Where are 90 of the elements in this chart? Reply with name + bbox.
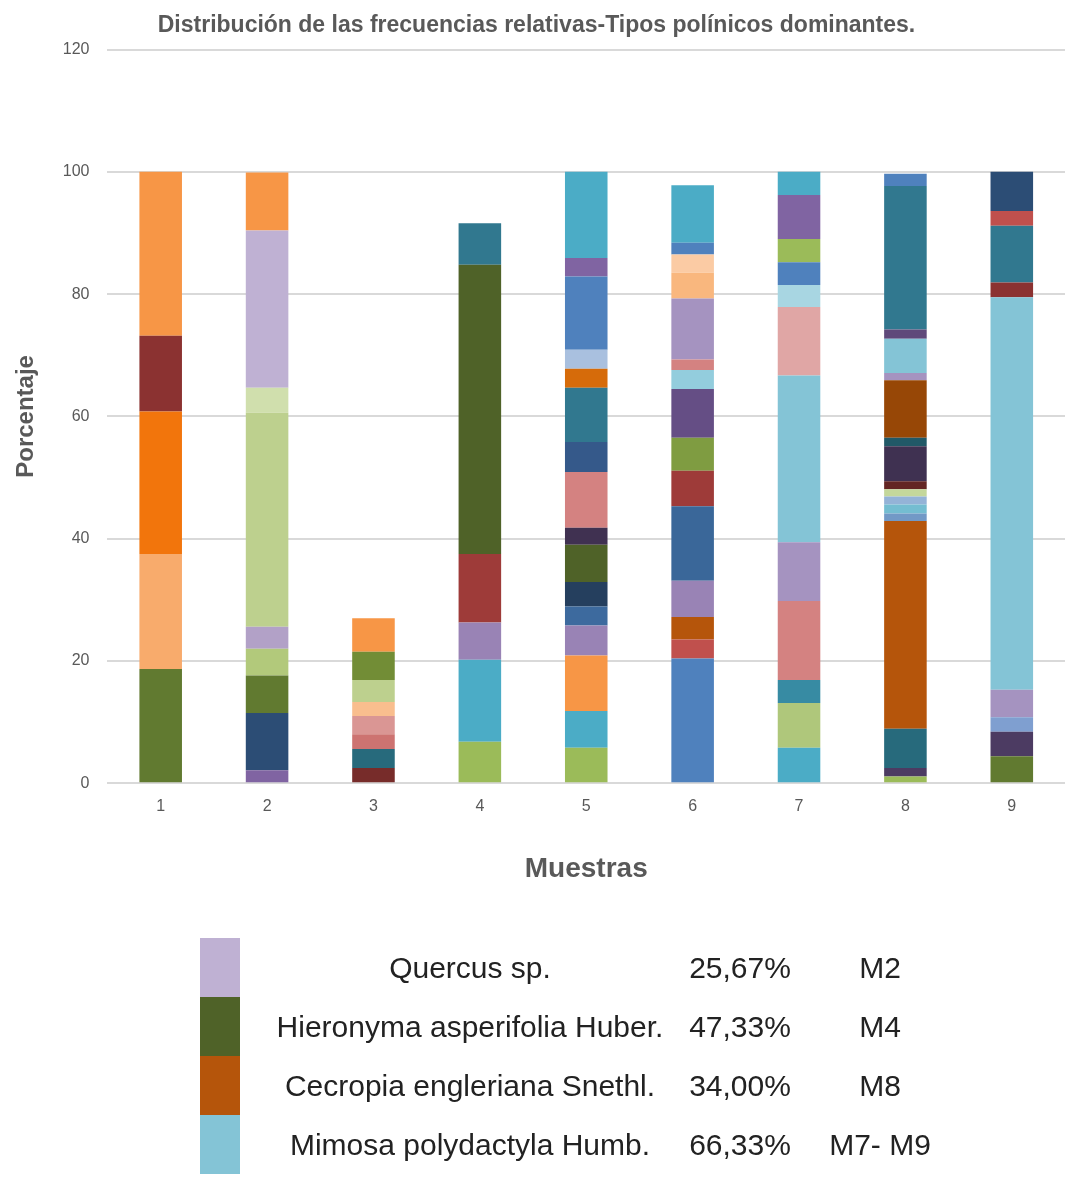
text: 47,33% bbox=[688, 1009, 792, 1044]
bar bbox=[352, 734, 395, 749]
bar bbox=[990, 731, 1034, 757]
bar bbox=[990, 297, 1034, 690]
bar bbox=[671, 580, 714, 617]
bar bbox=[777, 284, 821, 307]
y-tick-label: 60 bbox=[71, 406, 90, 424]
y-tick-label: 100 bbox=[62, 162, 90, 180]
text: 25,67% bbox=[688, 950, 792, 985]
bar bbox=[564, 625, 608, 656]
text: Mimosa polydactyla Humb. bbox=[288, 1127, 652, 1162]
bar bbox=[884, 481, 927, 490]
bar bbox=[884, 504, 927, 514]
text: M7- M9 bbox=[828, 1127, 932, 1162]
y-tick-label: 0 bbox=[80, 773, 90, 791]
text: M4 bbox=[858, 1009, 902, 1044]
y-tick-label: 20 bbox=[71, 651, 90, 669]
text: Quercus sp. bbox=[388, 950, 552, 985]
bar bbox=[139, 335, 182, 412]
x-tick-label: 3 bbox=[369, 797, 379, 815]
x-tick-label: 7 bbox=[794, 797, 804, 815]
bar bbox=[564, 527, 608, 545]
bar bbox=[245, 412, 289, 627]
x-tick-label: 5 bbox=[581, 797, 591, 815]
bar bbox=[352, 651, 395, 680]
bar bbox=[352, 701, 395, 716]
x-tick-label: 8 bbox=[900, 797, 910, 815]
bar bbox=[671, 470, 714, 507]
bar bbox=[777, 306, 821, 376]
text: M8 bbox=[858, 1068, 902, 1103]
bar bbox=[139, 411, 182, 554]
bar bbox=[564, 349, 608, 369]
bar bbox=[671, 506, 714, 581]
bar bbox=[884, 380, 927, 438]
bar bbox=[671, 242, 714, 255]
bar bbox=[671, 437, 714, 471]
bar bbox=[458, 741, 502, 783]
bar bbox=[352, 679, 395, 702]
bar bbox=[564, 442, 608, 473]
bar bbox=[671, 272, 714, 299]
bar bbox=[884, 728, 927, 768]
bar bbox=[245, 230, 289, 388]
text: Hieronyma asperifolia Huber. bbox=[275, 1009, 665, 1044]
x-tick-label: 9 bbox=[1007, 797, 1017, 815]
bar bbox=[777, 703, 821, 748]
y-tick-label: 40 bbox=[71, 529, 90, 547]
bar bbox=[671, 616, 714, 640]
bar bbox=[884, 767, 927, 777]
bar bbox=[884, 437, 927, 447]
bar bbox=[884, 173, 927, 186]
bar bbox=[564, 606, 608, 626]
bar bbox=[139, 553, 182, 669]
bar bbox=[564, 276, 608, 350]
bar bbox=[352, 767, 395, 783]
y-tick-label: 80 bbox=[71, 284, 90, 302]
bar bbox=[245, 648, 289, 676]
text: M2 bbox=[858, 950, 902, 985]
bar bbox=[564, 747, 608, 783]
bar bbox=[884, 446, 927, 482]
x-tick-label: 6 bbox=[688, 797, 698, 815]
x-tick-label: 1 bbox=[156, 797, 166, 815]
bar bbox=[990, 210, 1034, 226]
bar bbox=[884, 776, 927, 783]
y-axis-title: Porcentaje bbox=[11, 355, 39, 478]
bar bbox=[884, 329, 927, 339]
bar bbox=[671, 369, 714, 389]
text: 34,00% bbox=[688, 1068, 792, 1103]
bar bbox=[458, 553, 502, 623]
bar bbox=[671, 254, 714, 273]
bar bbox=[990, 171, 1034, 211]
chart-title: Distribución de las frecuencias relativas-Tipos polínicos dominantes. bbox=[157, 11, 916, 38]
bar bbox=[990, 282, 1034, 298]
bar bbox=[777, 679, 821, 704]
bar bbox=[245, 626, 289, 649]
bar bbox=[990, 717, 1034, 732]
bar bbox=[352, 715, 395, 735]
bar bbox=[245, 675, 289, 713]
bar bbox=[671, 388, 714, 438]
x-tick-label: 2 bbox=[262, 797, 272, 815]
bar bbox=[564, 368, 608, 388]
bar bbox=[564, 582, 608, 607]
bar bbox=[884, 496, 927, 505]
x-tick-label: 4 bbox=[475, 797, 485, 815]
bar bbox=[884, 489, 927, 497]
text: 66,33% bbox=[688, 1127, 792, 1162]
x-axis-title: Muestras bbox=[524, 851, 648, 883]
bar bbox=[884, 513, 927, 521]
y-tick-label: 120 bbox=[62, 40, 90, 58]
bar bbox=[245, 387, 289, 413]
text: Cecropia engleriana Snethl. bbox=[283, 1068, 657, 1103]
